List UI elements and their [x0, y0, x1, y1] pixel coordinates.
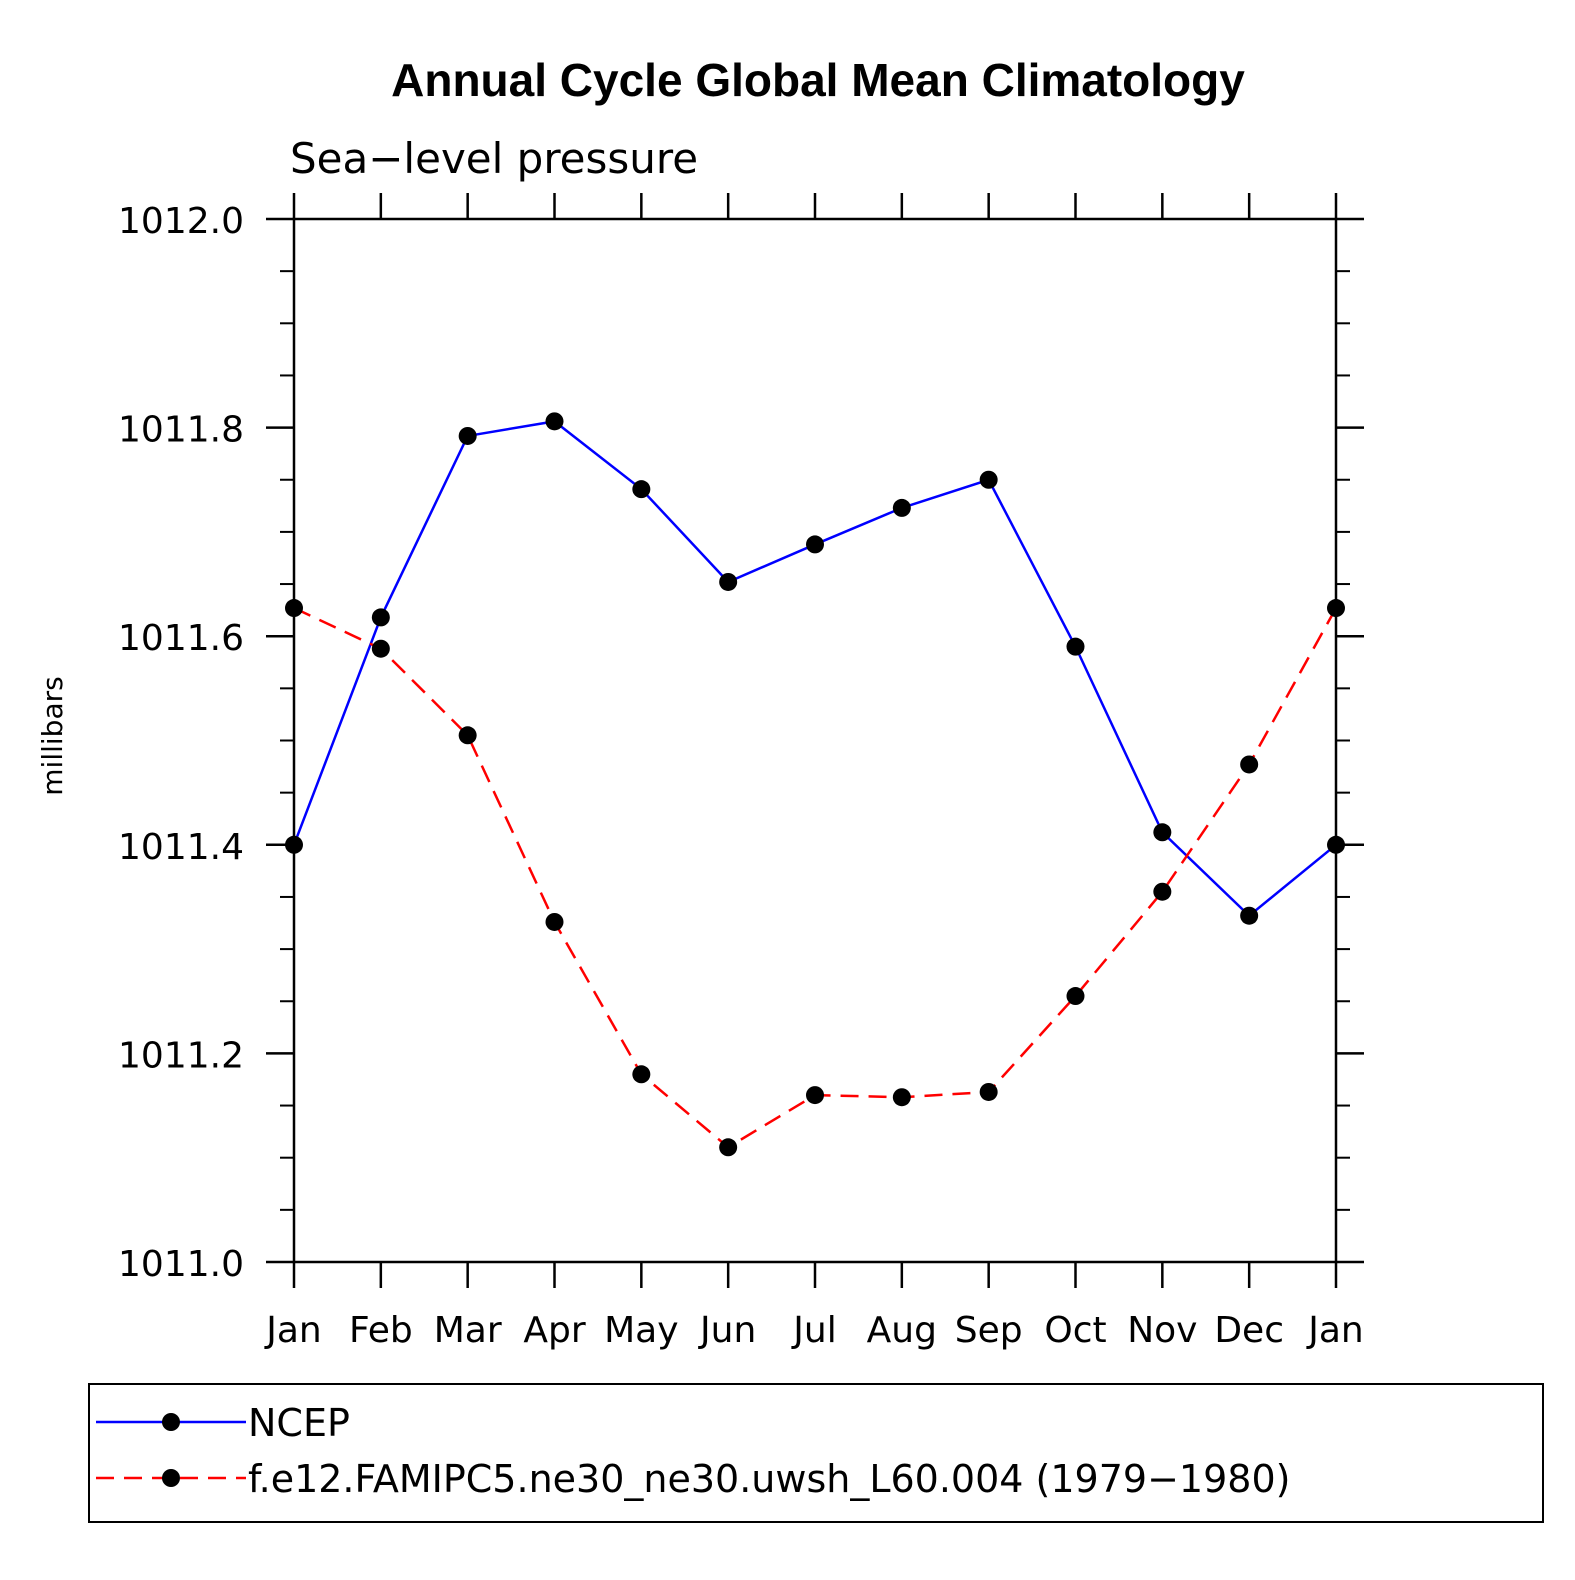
series-2 — [285, 599, 1345, 1157]
data-point — [719, 1138, 738, 1157]
data-point — [1327, 599, 1345, 618]
x-tick-label: Jul — [791, 1310, 836, 1351]
x-tick-label: Nov — [1127, 1310, 1197, 1351]
series-line — [292, 420, 1337, 918]
legend: NCEP f.e12.FAMIPC5.ne30_ne30.uwsh_L60.004… — [96, 1401, 1290, 1501]
data-point — [545, 412, 564, 431]
x-tick-label: Sep — [955, 1310, 1023, 1351]
data-point — [545, 912, 564, 931]
x-tick-label: Mar — [434, 1310, 502, 1351]
data-point — [1066, 987, 1085, 1006]
series-layer — [285, 412, 1345, 1157]
legend-marker — [162, 1469, 180, 1487]
chart-title: Annual Cycle Global Mean Climatology — [391, 54, 1245, 106]
x-tick-label: Feb — [349, 1310, 413, 1351]
data-point — [979, 1082, 998, 1101]
legend-label: NCEP — [248, 1401, 350, 1445]
chart-subtitle: Sea−level pressure — [290, 134, 698, 183]
y-tick-label: 1011.2 — [118, 1035, 244, 1076]
data-point — [632, 480, 651, 499]
data-point — [979, 470, 998, 489]
data-point — [1066, 637, 1085, 656]
data-point — [806, 1086, 824, 1105]
x-tick-label: Oct — [1044, 1310, 1106, 1351]
x-tick-labels: Jan Feb Mar Apr May Jun Jul Aug Sep Oct Nov Dec Jan — [264, 1310, 1364, 1351]
series-1 — [285, 412, 1345, 925]
y-tick-label: 1012.0 — [118, 201, 244, 242]
data-point — [285, 599, 303, 618]
data-point — [892, 498, 911, 517]
series-line — [293, 606, 1338, 1149]
data-point — [632, 1065, 651, 1084]
legend-box — [88, 1383, 1544, 1523]
x-tick-label: Apr — [523, 1310, 585, 1351]
x-tick-label: Aug — [867, 1310, 937, 1351]
legend-label: f.e12.FAMIPC5.ne30_ne30.uwsh_L60.004 (19… — [248, 1457, 1290, 1501]
data-point — [1240, 906, 1259, 925]
y-tick-label: 1011.8 — [118, 410, 244, 451]
data-point — [285, 835, 303, 854]
data-point — [1153, 823, 1172, 842]
data-point — [458, 726, 477, 745]
y-axis-label: millibars — [36, 676, 69, 795]
data-point — [1240, 755, 1259, 774]
x-tick-label: Jan — [1306, 1310, 1364, 1351]
data-point — [892, 1088, 911, 1107]
data-point — [1327, 835, 1345, 854]
y-tick-label: 1011.4 — [118, 827, 244, 868]
axis-ticks — [266, 193, 1364, 1288]
x-tick-label: Jun — [698, 1310, 756, 1351]
data-point — [371, 608, 390, 627]
x-tick-label: May — [604, 1310, 678, 1351]
legend-item-1: NCEP — [96, 1401, 350, 1445]
data-point — [719, 572, 738, 591]
legend-marker — [162, 1413, 180, 1431]
x-tick-label: Dec — [1214, 1310, 1284, 1351]
data-point — [458, 426, 477, 445]
plot-frame — [292, 217, 1338, 1264]
y-tick-labels: 1011.0 1011.2 1011.4 1011.6 1011.8 1012.0 — [118, 201, 244, 1285]
data-point — [1153, 882, 1172, 901]
y-tick-label: 1011.0 — [118, 1244, 244, 1285]
y-tick-label: 1011.6 — [118, 618, 244, 659]
x-tick-label: Jan — [264, 1310, 322, 1351]
data-point — [806, 535, 824, 554]
data-point — [371, 639, 390, 658]
legend-item-2: f.e12.FAMIPC5.ne30_ne30.uwsh_L60.004 (19… — [96, 1457, 1290, 1501]
